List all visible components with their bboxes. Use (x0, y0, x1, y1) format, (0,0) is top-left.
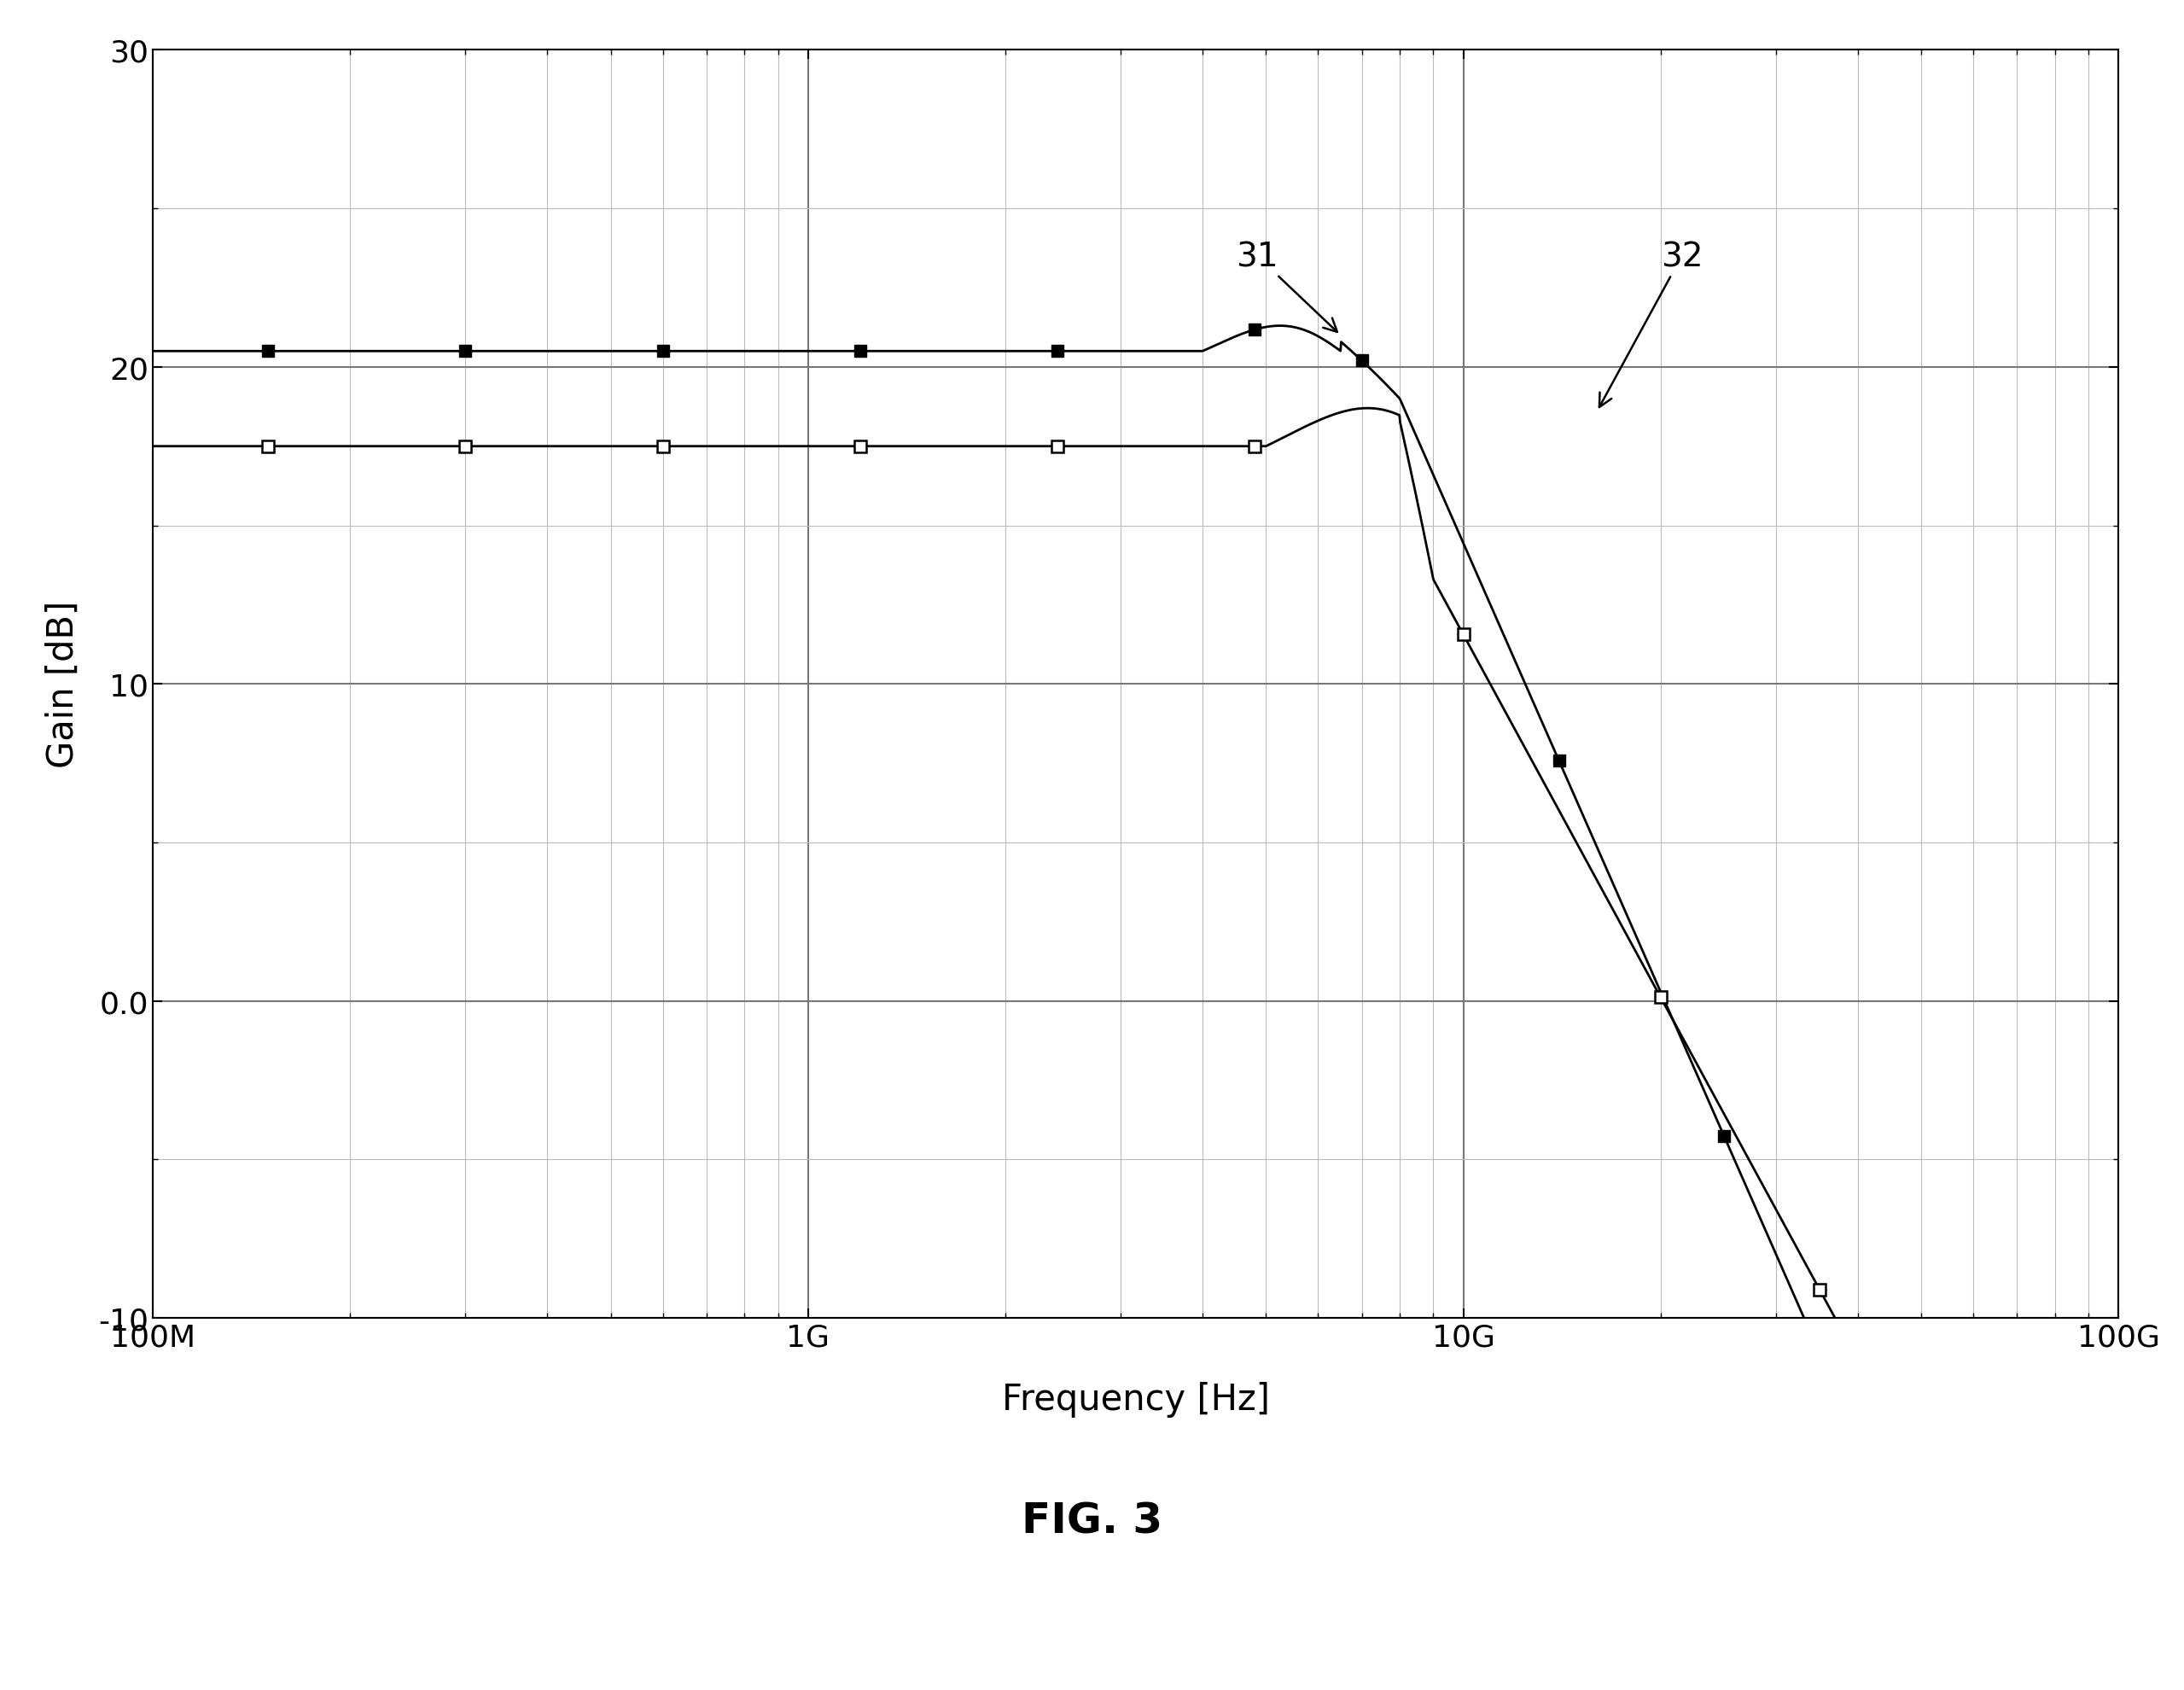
Y-axis label: Gain [dB]: Gain [dB] (44, 600, 81, 769)
Text: 32: 32 (1599, 240, 1704, 407)
Text: FIG. 3: FIG. 3 (1022, 1501, 1162, 1541)
Text: 31: 31 (1236, 240, 1337, 333)
X-axis label: Frequency [Hz]: Frequency [Hz] (1002, 1381, 1269, 1416)
